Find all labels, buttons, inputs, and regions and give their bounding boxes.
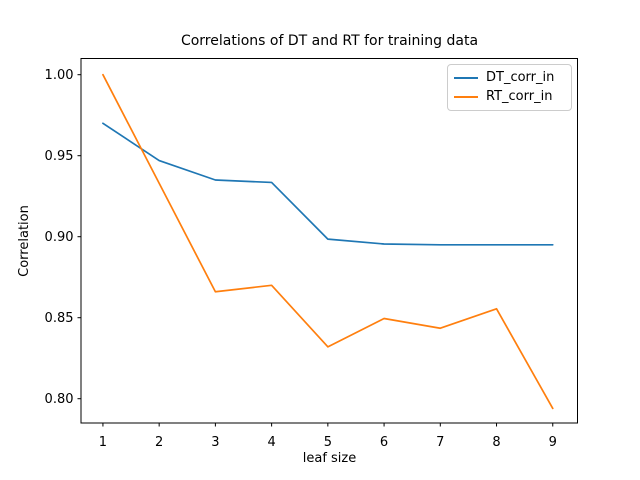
series-line-RT_corr_in <box>102 73 554 410</box>
x-tick-label: 2 <box>155 435 163 450</box>
legend: DT_corr_in RT_corr_in <box>447 64 572 111</box>
y-axis-label: Correlation <box>17 205 32 277</box>
legend-entry: RT_corr_in <box>454 88 565 106</box>
y-tick-label: 0.85 <box>45 311 74 326</box>
legend-swatch-dt <box>454 76 478 79</box>
legend-label-rt: RT_corr_in <box>486 89 553 105</box>
y-tick-label: 0.80 <box>45 392 74 407</box>
x-tick-label: 8 <box>492 435 500 450</box>
x-tick-label: 3 <box>211 435 219 450</box>
x-axis-label: leaf size <box>302 451 357 466</box>
y-tick-label: 0.95 <box>45 149 74 164</box>
x-tick-label: 4 <box>267 435 275 450</box>
x-tick-label: 1 <box>99 435 107 450</box>
y-tick-label: 1.00 <box>45 68 74 83</box>
legend-entry: DT_corr_in <box>454 69 565 87</box>
series-line-DT_corr_in <box>102 122 554 246</box>
legend-swatch-rt <box>454 96 478 99</box>
x-tick-label: 6 <box>380 435 388 450</box>
x-tick-label: 9 <box>549 435 557 450</box>
plot-area-border <box>80 58 578 424</box>
x-tick-label: 5 <box>324 435 332 450</box>
legend-label-dt: DT_corr_in <box>486 69 555 85</box>
y-tick-label: 0.90 <box>45 230 74 245</box>
x-tick-label: 7 <box>436 435 444 450</box>
chart-title: Correlations of DT and RT for training d… <box>180 33 479 49</box>
